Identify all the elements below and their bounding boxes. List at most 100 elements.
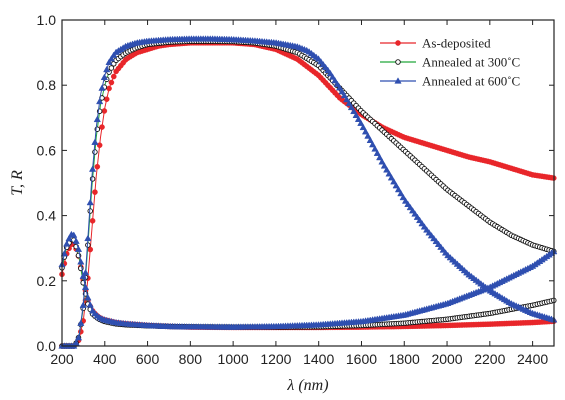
data-point <box>77 258 85 265</box>
data-point <box>92 149 98 155</box>
data-point <box>352 111 360 119</box>
data-point <box>107 55 116 62</box>
data-point <box>340 91 348 99</box>
data-point <box>110 73 117 80</box>
data-point <box>343 95 351 103</box>
data-point <box>88 165 97 172</box>
data-point <box>91 138 99 145</box>
x-tick-label: 1800 <box>389 351 420 367</box>
data-point <box>60 250 68 257</box>
x-tick-label: 200 <box>50 351 74 367</box>
data-point <box>105 58 113 66</box>
data-point <box>81 283 90 290</box>
data-point <box>84 294 92 301</box>
legend: As-deposited Annealed at 300˚C Annealed at… <box>380 36 520 89</box>
data-point <box>103 96 110 103</box>
y-tick-label: 0.2 <box>37 273 57 289</box>
data-point <box>101 108 108 114</box>
axis-ticks: 200 400 600 800 1000 1200 1400 1600 1800 2000 2200… <box>37 12 554 367</box>
data-point <box>359 123 367 131</box>
x-tick-label: 1000 <box>218 351 249 367</box>
data-point <box>331 76 339 84</box>
plot-area-frame <box>61 19 555 347</box>
data-point <box>347 103 356 111</box>
x-tick-label: 600 <box>136 351 160 367</box>
data-point <box>397 189 405 197</box>
data-point <box>74 333 83 341</box>
data-point <box>371 145 379 152</box>
data-point <box>99 124 105 130</box>
data-point <box>96 97 104 105</box>
legend-label: Annealed at 600˚C <box>422 74 520 89</box>
data-point <box>336 84 344 91</box>
data-point <box>368 140 377 148</box>
data-point <box>74 245 83 252</box>
data-point <box>96 142 103 148</box>
data-point <box>72 237 80 244</box>
data-point <box>350 107 358 115</box>
x-tick-label: 2200 <box>474 351 505 367</box>
data-point <box>392 181 400 189</box>
y-tick-label: 0.6 <box>37 142 57 158</box>
data-point <box>81 268 90 276</box>
data-point <box>387 174 396 181</box>
x-tick-label: 400 <box>93 351 117 367</box>
data-point <box>378 158 386 165</box>
data-point <box>98 84 106 91</box>
y-tick-label: 0.8 <box>37 77 57 93</box>
data-point <box>94 163 101 170</box>
data-point <box>390 178 398 185</box>
legend-label: As-deposited <box>422 36 491 51</box>
data-point <box>357 119 365 126</box>
data-point <box>394 185 403 193</box>
data-point <box>92 189 98 195</box>
plot-marks <box>58 35 558 349</box>
data-point <box>65 234 73 242</box>
data-point <box>385 170 393 177</box>
data-point <box>373 149 381 156</box>
x-tick-label: 1200 <box>260 351 291 367</box>
data-point <box>77 319 85 326</box>
data-point <box>364 132 372 139</box>
data-point <box>84 234 92 242</box>
data-point <box>63 240 71 247</box>
x-axis-title: λ (nm) <box>286 377 328 394</box>
data-point <box>93 115 101 123</box>
data-point <box>383 166 391 173</box>
data-point <box>366 136 374 144</box>
y-tick-label: 0.4 <box>37 208 57 224</box>
data-point <box>361 128 370 135</box>
x-tick-label: 800 <box>179 351 203 367</box>
x-tick-label: 1400 <box>303 351 334 367</box>
data-point <box>345 99 353 107</box>
data-point <box>376 153 384 161</box>
data-point <box>354 115 363 122</box>
data-point <box>108 79 115 86</box>
data-point <box>100 73 108 81</box>
data-point <box>106 85 112 92</box>
data-point <box>79 301 87 308</box>
data-point <box>86 301 94 308</box>
data-point <box>70 231 78 238</box>
data-point <box>108 65 115 71</box>
x-tick-label: 2000 <box>431 351 462 367</box>
data-point <box>86 198 94 206</box>
y-axis-title: T, R <box>9 170 26 196</box>
y-tick-label: 0.0 <box>37 338 57 354</box>
legend-label: Annealed at 300˚C <box>422 55 520 70</box>
data-point <box>338 87 346 95</box>
data-point <box>89 218 96 224</box>
legend-marker <box>395 40 401 46</box>
series-2 <box>58 35 558 349</box>
data-point <box>89 176 96 182</box>
data-point <box>380 162 388 169</box>
data-point <box>103 65 111 73</box>
x-tick-label: 2400 <box>517 351 548 367</box>
data-point <box>326 69 334 77</box>
data-point <box>328 73 337 80</box>
x-tick-label: 1600 <box>346 351 377 367</box>
data-point <box>399 193 407 201</box>
data-point <box>79 272 87 279</box>
y-tick-label: 1.0 <box>37 12 57 28</box>
